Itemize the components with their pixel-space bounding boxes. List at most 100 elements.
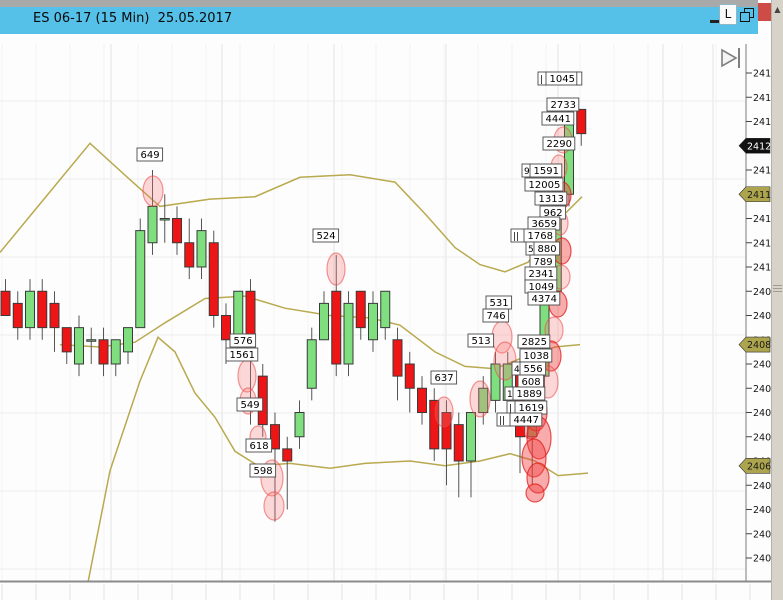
volume-label-text: 618 [250,441,269,452]
band-price-badge [738,336,771,353]
volume-label-text: 637 [435,373,454,384]
candle-body [404,363,415,389]
bollinger-band-upper [0,142,583,273]
volume-label-text: 1889 [517,389,542,400]
trade-marker-ellipse [326,252,346,286]
volume-label-box [542,136,576,151]
volume-label-box [312,228,340,243]
restore-window-icon[interactable] [740,8,756,24]
volume-label-text: 1038 [524,351,549,362]
candle-body [343,302,354,365]
candle-body [490,363,501,401]
candle-body [466,412,476,462]
vertical-scrollbar[interactable]: ▲ [771,0,783,600]
volume-label-text: 649 [141,150,160,161]
link-button[interactable]: L [719,4,737,25]
candle-body [221,315,231,341]
volume-label-text: 1045 [550,74,575,85]
volume-label-box [512,386,546,401]
volume-label-text: 576 [234,336,253,347]
candle-body [12,302,23,329]
volume-label-text: 1619 [519,403,544,414]
candle-body [110,339,121,365]
scrollbar-grip[interactable] [773,283,782,294]
volume-label-fragment [576,71,583,86]
volume-label-fragment-text: 9 [524,167,530,177]
candle-body [159,218,170,221]
volume-label-fragment-text: | [509,404,512,414]
volume-label-text: 524 [317,231,336,242]
volume-label-fragment-text: || [513,232,519,242]
candle-body [417,387,427,413]
candle-body [196,230,207,268]
bollinger-band-lower [87,336,589,583]
volume-label-text: 513 [472,336,491,347]
volume-label-text: 4441 [546,114,571,125]
volume-label-text: 2825 [522,337,547,348]
candle-body [380,290,391,329]
trade-marker-ellipse [434,396,454,428]
scroll-up-arrow-icon[interactable]: ▲ [774,5,781,14]
pane-divider[interactable] [0,580,771,583]
y-axis-label: 2410 [753,263,771,274]
band-price-badge [738,186,771,203]
volume-label-box [529,163,563,178]
volume-label-text: 1049 [529,282,554,293]
trade-marker-ellipse [263,491,285,521]
candle-body [98,339,109,365]
close-button-fragment[interactable] [758,3,772,21]
y-axis-label: 2404 [753,529,771,540]
volume-label-box [229,333,257,348]
volume-label-text: 880 [538,244,557,255]
y-axis-label: 2404 [753,554,771,565]
candle-body [37,290,48,329]
candle-body [147,205,158,244]
price-badge-text: 2412 [747,141,771,152]
window-title: ES 06-17 (15 Min) 25.05.2017 [33,11,233,26]
trade-marker-ellipse [493,341,517,381]
candle-body [368,302,378,341]
volume-label-text: 1768 [528,231,553,242]
candle-body [319,302,329,341]
band-price-badge [738,458,771,474]
y-axis-label: 2414 [753,69,771,80]
volume-label-text: 2290 [547,139,572,150]
volume-label-box [225,347,259,362]
volume-label-text: 2341 [529,269,554,280]
volume-label-box [430,370,458,385]
volume-label-box [527,291,561,306]
candle-body [61,327,72,353]
candle-body [576,108,587,135]
volume-label-box [245,438,273,453]
candle-body [25,290,35,329]
volume-label-text: 2733 [551,100,576,111]
candle-body [0,290,11,316]
volume-label-fragment-text: 1 [507,390,513,400]
volume-label-box [467,333,495,348]
volume-label-box [509,412,543,427]
price-badge-text: 2411 [747,190,771,201]
candle-body [282,448,293,462]
titlebar[interactable]: ES 06-17 (15 Min) 25.05.2017 L [0,4,758,34]
go-to-end-icon[interactable] [721,48,738,68]
candle-body [208,242,219,316]
candle-body [355,290,366,329]
volume-label-text: 3659 [532,219,557,230]
volume-label-text: 4374 [532,294,557,305]
price-badge-text: 2408 [747,340,771,351]
candle-body [453,424,464,462]
candle-body [294,412,305,438]
y-axis-label: 2413 [753,117,771,128]
minimize-button[interactable] [710,20,719,23]
y-axis-label: 2406 [753,432,771,443]
volume-label-text: 531 [490,298,509,309]
volume-label-text: 549 [241,400,260,411]
restore-square-front [740,12,750,22]
volume-label-text: 598 [254,466,273,477]
y-axis-label: 2409 [753,287,771,298]
volume-label-box [534,191,568,206]
candle-body [135,230,146,329]
y-axis-label: 2409 [753,311,771,322]
